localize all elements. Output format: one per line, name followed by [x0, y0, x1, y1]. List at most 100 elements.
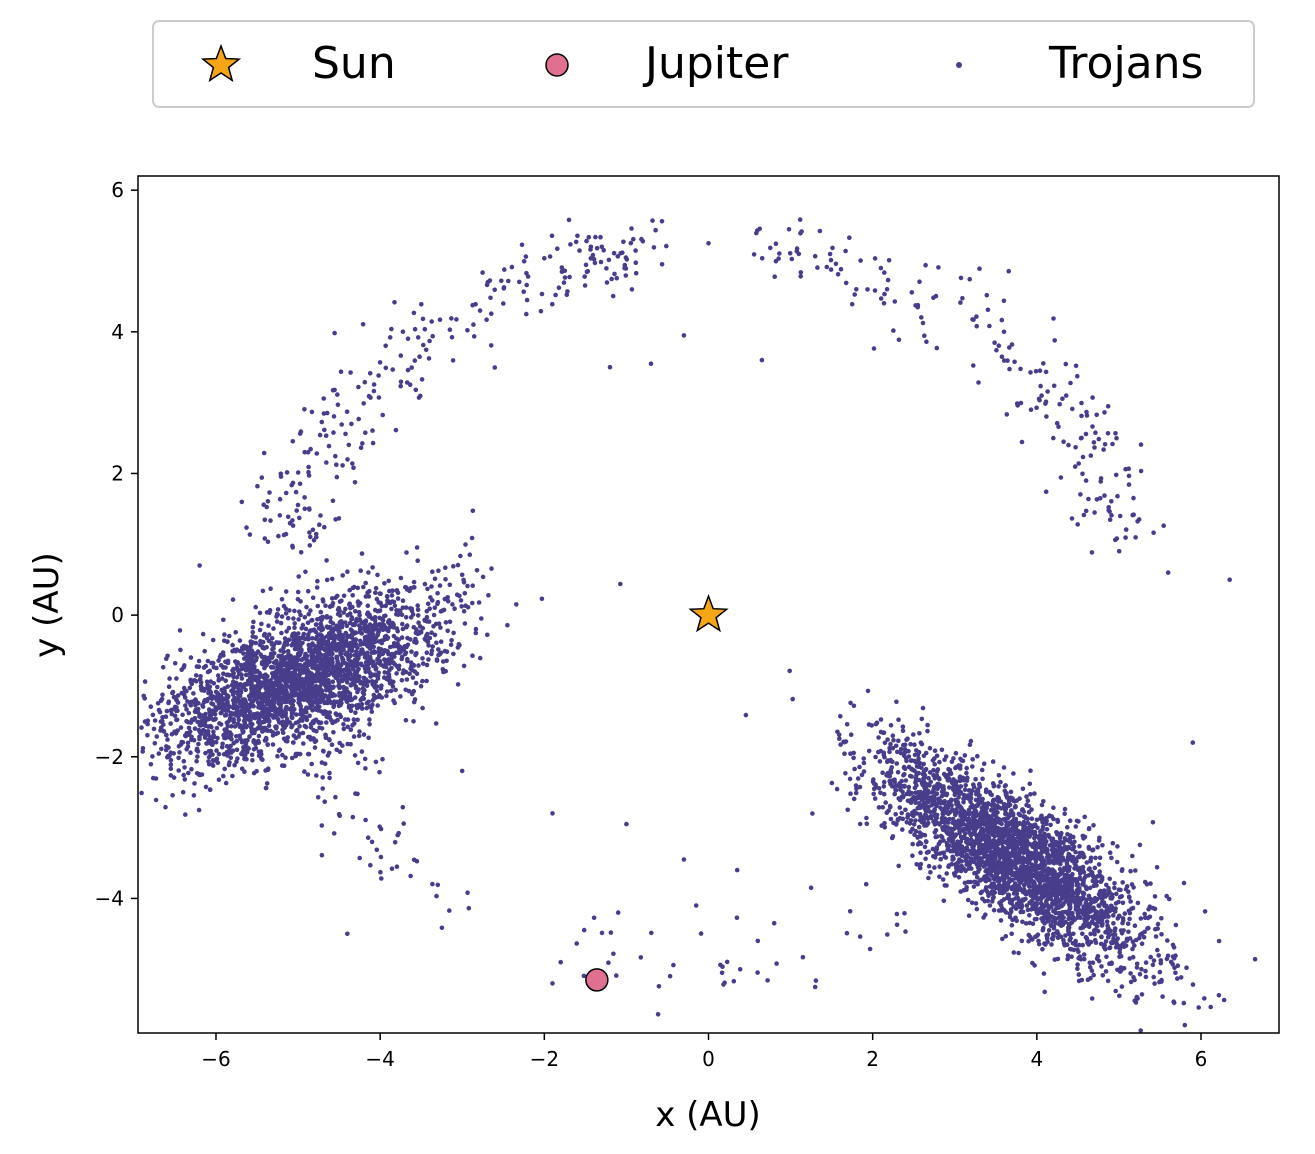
trojan-point — [314, 729, 319, 734]
trojan-point — [940, 877, 946, 882]
trojan-point — [371, 696, 377, 701]
trojan-point — [188, 750, 193, 755]
trojan-point — [923, 750, 929, 756]
trojan-point — [391, 698, 396, 703]
trojan-point — [317, 692, 323, 697]
trojan-point — [1007, 802, 1013, 808]
trojan-point — [255, 700, 261, 705]
trojan-point — [408, 586, 414, 591]
trojan-point — [262, 631, 268, 637]
trojan-point — [385, 648, 390, 654]
trojan-point — [257, 716, 262, 721]
trojan-point — [317, 725, 322, 730]
trojan-point — [913, 828, 919, 834]
trojan-point — [489, 566, 494, 571]
trojan-point — [168, 757, 174, 763]
trojan-point — [223, 780, 229, 786]
trojan-point — [140, 746, 146, 751]
trojan-point — [188, 655, 194, 660]
trojan-point — [473, 630, 479, 636]
trojan-point — [364, 665, 369, 670]
trojan-point — [981, 761, 987, 766]
trojan-point — [250, 650, 256, 655]
trojan-point — [906, 748, 911, 754]
trojan-point — [313, 636, 319, 641]
trojan-point — [1132, 923, 1138, 928]
trojan-point — [311, 627, 317, 632]
trojan-point — [1033, 859, 1039, 864]
trojan-point — [336, 662, 342, 667]
trojan-point — [911, 732, 916, 737]
trojan-point — [172, 713, 178, 719]
trojan-point — [339, 648, 345, 654]
trojan-point — [305, 698, 311, 703]
trojan-point — [900, 724, 906, 729]
trojan-point — [330, 665, 335, 670]
trojan-point — [186, 725, 192, 731]
trojan-point — [455, 562, 461, 568]
trojan-point — [307, 648, 312, 654]
trojan-point — [1137, 971, 1143, 977]
trojan-point — [965, 897, 971, 903]
trojan-point — [332, 635, 338, 641]
trojan-point — [894, 699, 899, 705]
trojan-point — [1119, 868, 1125, 874]
trojan-point — [977, 793, 982, 798]
trojan-point — [260, 588, 266, 594]
trojan-point — [210, 702, 216, 707]
trojan-point — [469, 535, 475, 541]
trojan-point — [900, 728, 906, 733]
trojan-point — [369, 626, 375, 631]
trojan-point — [899, 778, 904, 784]
trojan-point — [248, 714, 253, 719]
trojan-point — [297, 702, 303, 707]
trojan-point — [408, 660, 414, 665]
trojan-point — [1216, 993, 1222, 998]
trojan-point — [1067, 946, 1073, 952]
trojan-point — [226, 704, 231, 710]
trojan-point — [1173, 922, 1179, 928]
trojan-point — [241, 651, 246, 656]
trojan-point — [293, 720, 299, 726]
trojan-point — [180, 740, 186, 745]
trojan-point — [1155, 947, 1160, 953]
trojan-point — [415, 558, 421, 563]
trojan-point — [1130, 954, 1136, 960]
trojan-point — [209, 696, 215, 702]
trojan-point — [213, 707, 219, 713]
trojan-point — [1024, 794, 1029, 799]
trojan-point — [364, 700, 370, 706]
trojan-point — [431, 612, 437, 618]
trojan-point — [282, 699, 288, 705]
trojan-point — [1112, 926, 1118, 931]
trojan-point — [300, 730, 306, 736]
trojan-point — [263, 785, 269, 791]
trojan-point — [383, 603, 389, 609]
trojan-point — [231, 683, 236, 688]
trojan-point — [430, 598, 435, 603]
trojan-point — [974, 906, 980, 912]
trojan-point — [240, 646, 246, 652]
trojan-point — [441, 669, 446, 675]
trojan-point — [201, 665, 207, 670]
trojan-point — [964, 770, 969, 776]
trojan-point — [285, 615, 291, 621]
trojan-point — [268, 728, 273, 734]
trojan-point — [404, 587, 410, 592]
trojan-point — [1139, 941, 1145, 946]
trojan-point — [168, 773, 174, 778]
trojan-point — [369, 709, 375, 714]
trojan-point — [1143, 974, 1149, 980]
trojan-point — [1041, 799, 1046, 804]
trojan-point — [343, 694, 348, 699]
trojan-point — [980, 776, 985, 782]
trojan-point — [1084, 935, 1089, 941]
trojan-point — [302, 615, 308, 620]
trojan-point — [273, 726, 279, 731]
trojan-point — [1041, 904, 1046, 910]
trojan-point — [228, 755, 234, 760]
trojan-point — [318, 652, 324, 657]
trojan-point — [384, 689, 390, 694]
trojan-point — [148, 762, 154, 767]
trojan-point — [165, 737, 170, 742]
